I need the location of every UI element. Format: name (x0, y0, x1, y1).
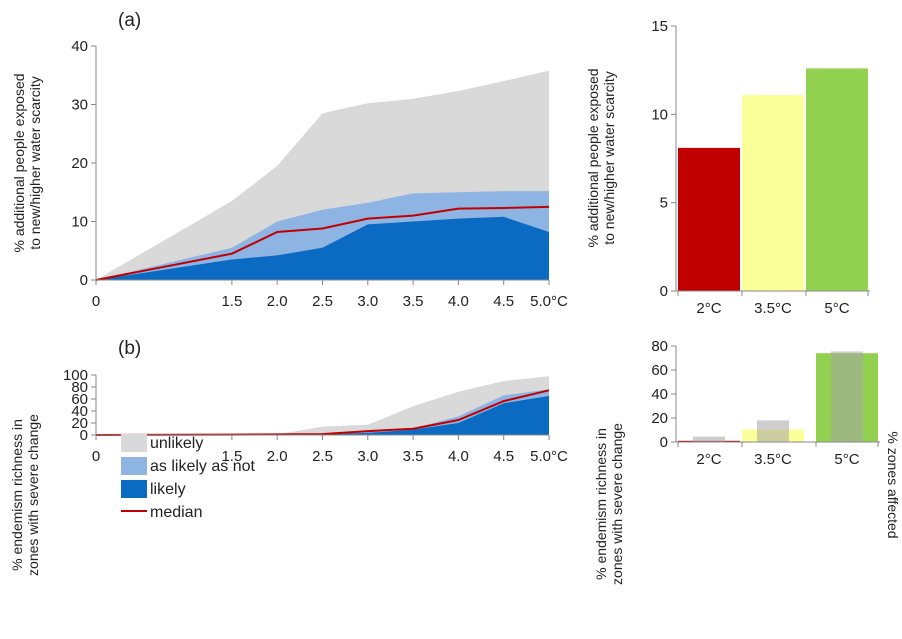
b-bar-x-ticks: 2°C 3.5°C 5°C (677, 442, 879, 468)
chart-a-area: (a) 0 10 20 30 40 0 1.5 2.0 2.5 3.0 3.5 4.0 4.5 5.0°… (11, 10, 568, 310)
a-bar-ylabel-line2: to new/higher water scarcity (601, 71, 617, 245)
b-bar-y-ticks: 0 20 40 60 80 (651, 338, 676, 451)
a-bar-ytick-label: 0 (660, 283, 668, 300)
b-area-xtick-label: 0 (92, 448, 100, 465)
panel-label-b: (b) (118, 338, 141, 359)
panel-label-a: (a) (118, 10, 141, 31)
a-area-ytick-label: 0 (80, 272, 88, 289)
b-bar-ylabel-right: % zones affected (885, 431, 901, 538)
a-area-xtick-label: 3.5 (403, 293, 424, 310)
legend-label-unlikely: unlikely (150, 435, 203, 452)
a-area-series (95, 70, 550, 281)
a-bar-category-label: 3.5°C (754, 300, 792, 317)
b-bar-ytick-label: 60 (651, 362, 668, 379)
b-area-series-unlikely (96, 376, 549, 435)
a-bar-bar-1 (742, 94, 804, 292)
legend-label-median: median (150, 504, 202, 521)
a-area-x-ticks: 0 1.5 2.0 2.5 3.0 3.5 4.0 4.5 5.0°C (92, 280, 568, 310)
a-area-ylabel-line1: % additional people exposed (11, 73, 27, 252)
b-bar-ylabel-line1: % endemism richness in (593, 428, 609, 580)
a-bar-ytick-label: 5 (660, 195, 668, 212)
b-area-ytick-label: 0 (80, 427, 88, 444)
a-bar-bar-2 (806, 68, 868, 292)
b-area-series-likely (96, 396, 549, 435)
b-area-ytick-label: 20 (71, 415, 88, 432)
a-bar-bar-0 (678, 147, 740, 291)
legend: unlikely as likely as not likely median (121, 434, 255, 521)
b-area-ytick-label: 80 (71, 379, 88, 396)
b-area-ytick-label: 60 (71, 391, 88, 408)
b-area-x-ticks: 0 1.5 2.0 2.5 3.0 3.5 4.0 4.5 5.0°C (92, 435, 568, 465)
a-bar-x-ticks: 2°C 3.5°C 5°C (677, 291, 869, 317)
b-area-xtick-label: 3.0 (357, 448, 378, 465)
b-area-ytick-label: 40 (71, 403, 88, 420)
a-area-y-ticks: 0 10 20 30 40 (71, 38, 96, 289)
b-area-xtick-label: 1.5 (221, 448, 242, 465)
a-area-ytick-label: 40 (71, 38, 88, 55)
b-area-series (95, 376, 550, 436)
b-bar-ylabel-line2: zones with severe change (609, 423, 625, 585)
a-bar-category-label: 5°C (824, 300, 849, 317)
a-area-xtick-label: 3.0 (357, 293, 378, 310)
a-area-ytick-label: 30 (71, 97, 88, 114)
a-area-series-median (95, 205, 550, 281)
b-bar-category-label: 2°C (696, 451, 721, 468)
b-bar-category-label: 3.5°C (754, 451, 792, 468)
b-bar-ytick-label: 80 (651, 338, 668, 355)
a-area-series-likely (96, 216, 549, 280)
chart-b-bar: 0 20 40 60 80 2°C 3.5°C 5°C % endemism richnes… (593, 338, 901, 585)
legend-label-as-likely-as-not: as likely as not (150, 458, 255, 475)
a-area-xtick-label: 4.0 (448, 293, 469, 310)
a-bar-ytick-label: 10 (651, 106, 668, 123)
a-bar-ylabel-line1: % additional people exposed (585, 68, 601, 247)
b-bar-bars (678, 351, 878, 442)
b-area-xtick-label: 4.5 (493, 448, 514, 465)
legend-swatch-likely (121, 480, 147, 498)
a-bar-ytick-label: 15 (651, 18, 668, 35)
b-bar-zones-bar-0 (693, 436, 725, 442)
chart-a-bar: 0 5 10 15 2°C 3.5°C 5°C % additional people e… (585, 18, 870, 317)
a-area-xtick-label: 5.0°C (530, 293, 568, 310)
a-bar-y-ticks: 0 5 10 15 (651, 18, 676, 300)
b-bar-zones-bar-1 (757, 420, 789, 442)
a-bar-bars (678, 68, 868, 292)
b-area-ylabel-line2: zones with severe change (25, 414, 41, 576)
a-area-ytick-label: 20 (71, 155, 88, 172)
b-area-ylabel-line1: % endemism richness in (9, 419, 25, 571)
b-bar-zones-bar-2 (831, 351, 863, 442)
b-area-ytick-label: 100 (63, 367, 88, 384)
b-bar-ytick-label: 20 (651, 410, 668, 427)
legend-swatch-unlikely (121, 434, 147, 452)
a-bar-category-label: 2°C (696, 300, 721, 317)
legend-swatch-as-likely-as-not (121, 457, 147, 475)
b-area-xtick-label: 4.0 (448, 448, 469, 465)
b-bar-category-label: 5°C (834, 451, 859, 468)
b-area-xtick-label: 2.0 (267, 448, 288, 465)
a-area-xtick-label: 0 (92, 293, 100, 310)
a-area-xtick-label: 2.0 (267, 293, 288, 310)
a-area-xtick-label: 2.5 (312, 293, 333, 310)
a-area-xtick-label: 4.5 (493, 293, 514, 310)
b-bar-ytick-label: 0 (660, 434, 668, 451)
b-area-xtick-label: 3.5 (403, 448, 424, 465)
b-area-xtick-label: 2.5 (312, 448, 333, 465)
legend-label-likely: likely (150, 481, 186, 498)
a-area-xtick-label: 1.5 (221, 293, 242, 310)
b-bar-ytick-label: 40 (651, 386, 668, 403)
a-area-ytick-label: 10 (71, 214, 88, 231)
b-area-xtick-label: 5.0°C (530, 448, 568, 465)
a-area-ylabel-line2: to new/higher water scarcity (27, 76, 43, 250)
